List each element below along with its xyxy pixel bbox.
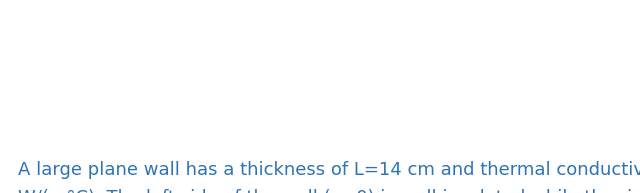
Text: A large plane wall has a thickness of L=14 cm and thermal conductivity of k=191: A large plane wall has a thickness of L=… [18, 161, 640, 179]
Text: W/(m°C). The left side of the wall (x=0) is well insulated while the right side : W/(m°C). The left side of the wall (x=0)… [18, 189, 640, 193]
